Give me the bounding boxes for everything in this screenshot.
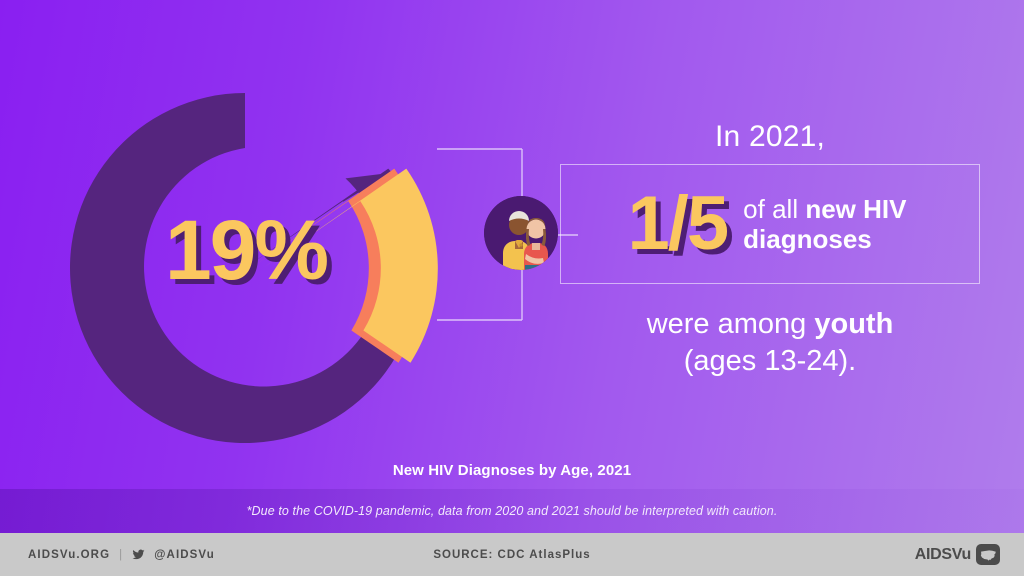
- callout-fraction-box: 1/5 of all new HIV diagnoses: [560, 164, 980, 284]
- footer-left-group: AIDSVu.ORG | @AIDSVu: [28, 548, 215, 561]
- us-map-logo-icon: [976, 544, 1000, 565]
- us-map-shape: [980, 549, 996, 561]
- outro-line2: (ages 13-24).: [683, 345, 857, 378]
- fraction-text-bold-1: new HIV: [805, 193, 907, 224]
- donut-slice-youth: [263, 168, 438, 363]
- chart-title: New HIV Diagnoses by Age, 2021: [392, 462, 632, 479]
- callout-outro: were among youth (ages 13-24).: [560, 306, 980, 380]
- outro-bold: youth: [814, 308, 894, 340]
- aidsvu-logo[interactable]: AIDSVu: [915, 544, 1000, 565]
- fraction-text-plain: of all: [743, 193, 806, 224]
- footer-twitter-handle[interactable]: @AIDSVu: [154, 548, 215, 561]
- aidsvu-logo-word: AIDSVu: [914, 545, 972, 563]
- twitter-bird-icon[interactable]: [132, 548, 145, 561]
- outro-plain: were among: [646, 308, 815, 340]
- footer-divider: |: [119, 548, 124, 561]
- fraction-text-bold-2: diagnoses: [743, 224, 872, 254]
- donut-chart: 19%: [56, 40, 446, 443]
- youth-photo-badge: [484, 196, 558, 270]
- disclaimer-text: *Due to the COVID-19 pandemic, data from…: [246, 504, 778, 518]
- donut-chart-svg: [69, 93, 438, 443]
- callout-intro: In 2021,: [714, 120, 826, 153]
- donut-slice-other-ages-cap: [245, 168, 392, 268]
- disclaimer-band: *Due to the COVID-19 pandemic, data from…: [0, 489, 1024, 533]
- donut-percent-label: 19%: [164, 203, 329, 297]
- donut-slice-other-ages: [69, 93, 420, 443]
- footer-source: SOURCE: CDC AtlasPlus: [433, 548, 591, 561]
- footer-website-link[interactable]: AIDSVu.ORG: [28, 548, 111, 561]
- callout-block: In 2021, 1/5 of all new HIV diagnoses we…: [560, 120, 980, 380]
- two-youth-illustration-icon: [484, 196, 558, 270]
- callout-fraction: 1/5: [627, 181, 730, 266]
- callout-fraction-text: of all new HIV diagnoses: [743, 194, 906, 254]
- footer-bar: AIDSVu.ORG | @AIDSVu SOURCE: CDC AtlasPl…: [0, 533, 1024, 576]
